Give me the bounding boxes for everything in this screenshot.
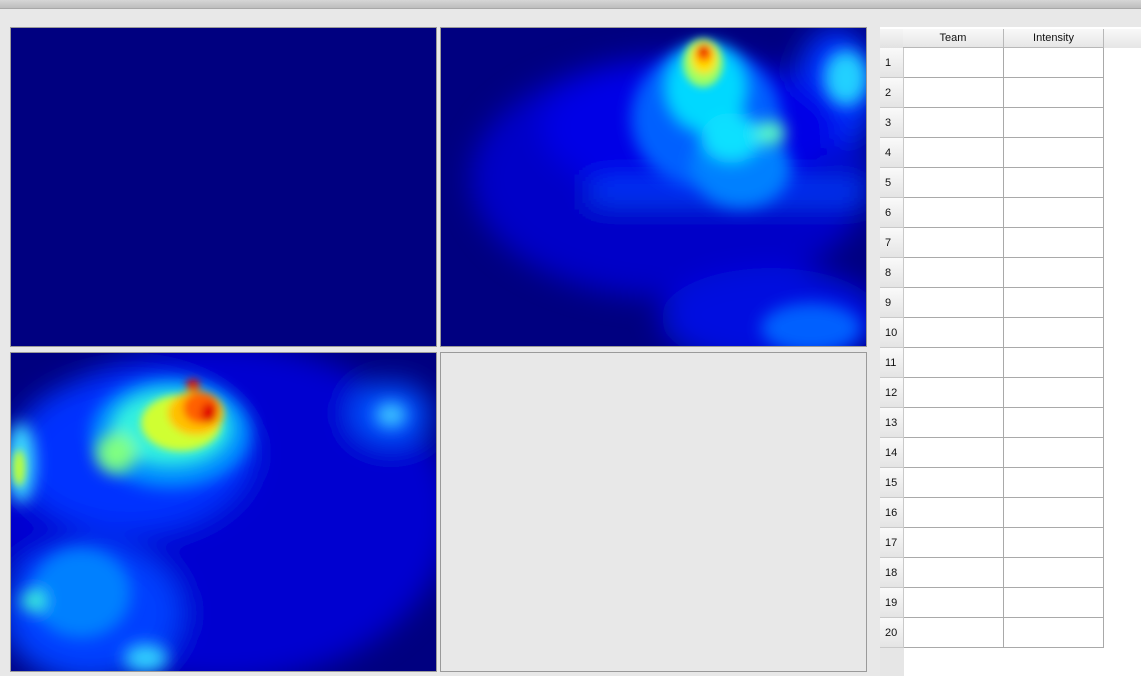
intensity-cell[interactable] bbox=[1004, 498, 1104, 528]
team-cell[interactable] bbox=[904, 228, 1004, 258]
row-number[interactable]: 1 bbox=[880, 48, 904, 78]
table-row[interactable]: 3 bbox=[880, 108, 1104, 138]
team-cell[interactable] bbox=[904, 558, 1004, 588]
team-cell[interactable] bbox=[904, 198, 1004, 228]
table-row[interactable]: 18 bbox=[880, 558, 1104, 588]
team-cell[interactable] bbox=[904, 348, 1004, 378]
heatmap-panel-bottom-right bbox=[440, 352, 867, 672]
intensity-cell[interactable] bbox=[1004, 258, 1104, 288]
row-number[interactable]: 4 bbox=[880, 138, 904, 168]
team-cell[interactable] bbox=[904, 498, 1004, 528]
row-number[interactable]: 17 bbox=[880, 528, 904, 558]
team-cell[interactable] bbox=[904, 288, 1004, 318]
table-row[interactable]: 2 bbox=[880, 78, 1104, 108]
row-number[interactable]: 8 bbox=[880, 258, 904, 288]
table-row[interactable]: 13 bbox=[880, 408, 1104, 438]
table-row[interactable]: 5 bbox=[880, 168, 1104, 198]
intensity-cell[interactable] bbox=[1004, 588, 1104, 618]
intensity-cell[interactable] bbox=[1004, 48, 1104, 78]
team-cell[interactable] bbox=[904, 408, 1004, 438]
table-row[interactable]: 17 bbox=[880, 528, 1104, 558]
team-cell[interactable] bbox=[904, 468, 1004, 498]
table-row[interactable]: 6 bbox=[880, 198, 1104, 228]
row-number[interactable]: 20 bbox=[880, 618, 904, 648]
intensity-cell[interactable] bbox=[1004, 378, 1104, 408]
team-cell[interactable] bbox=[904, 48, 1004, 78]
table-row[interactable]: 16 bbox=[880, 498, 1104, 528]
intensity-cell[interactable] bbox=[1004, 348, 1104, 378]
row-number[interactable]: 9 bbox=[880, 288, 904, 318]
window-top-bar bbox=[0, 0, 1141, 9]
intensity-cell[interactable] bbox=[1004, 558, 1104, 588]
team-cell[interactable] bbox=[904, 138, 1004, 168]
table-row[interactable]: 11 bbox=[880, 348, 1104, 378]
intensity-cell[interactable] bbox=[1004, 168, 1104, 198]
table-body: 1 2 3 4 5 6 7 8 9 10 11 12 13 14 15 16 17 18 19 20 bbox=[880, 48, 1104, 648]
table-header: Team Intensity bbox=[880, 29, 1141, 49]
column-header-team[interactable]: Team bbox=[903, 29, 1004, 48]
row-number[interactable]: 7 bbox=[880, 228, 904, 258]
team-cell[interactable] bbox=[904, 378, 1004, 408]
team-cell[interactable] bbox=[904, 438, 1004, 468]
intensity-cell[interactable] bbox=[1004, 408, 1104, 438]
table-row[interactable]: 1 bbox=[880, 48, 1104, 78]
row-number[interactable]: 12 bbox=[880, 378, 904, 408]
table-row[interactable]: 15 bbox=[880, 468, 1104, 498]
row-number[interactable]: 5 bbox=[880, 168, 904, 198]
heatmap-panel-top-right[interactable] bbox=[440, 27, 867, 347]
table-header-corner bbox=[880, 29, 903, 49]
row-number[interactable]: 15 bbox=[880, 468, 904, 498]
row-number[interactable]: 18 bbox=[880, 558, 904, 588]
table-row[interactable]: 7 bbox=[880, 228, 1104, 258]
table-row[interactable]: 12 bbox=[880, 378, 1104, 408]
row-number[interactable]: 2 bbox=[880, 78, 904, 108]
intensity-cell[interactable] bbox=[1004, 528, 1104, 558]
row-number[interactable]: 14 bbox=[880, 438, 904, 468]
intensity-cell[interactable] bbox=[1004, 108, 1104, 138]
table-row[interactable]: 20 bbox=[880, 618, 1104, 648]
table-row[interactable]: 19 bbox=[880, 588, 1104, 618]
table-row[interactable]: 8 bbox=[880, 258, 1104, 288]
team-cell[interactable] bbox=[904, 618, 1004, 648]
table-row[interactable]: 14 bbox=[880, 438, 1104, 468]
intensity-cell[interactable] bbox=[1004, 438, 1104, 468]
row-number[interactable]: 11 bbox=[880, 348, 904, 378]
table-header-filler bbox=[1104, 29, 1141, 48]
heatmap-panel-bottom-left[interactable] bbox=[10, 352, 437, 672]
table-row[interactable]: 10 bbox=[880, 318, 1104, 348]
intensity-cell[interactable] bbox=[1004, 228, 1104, 258]
team-cell[interactable] bbox=[904, 528, 1004, 558]
team-cell[interactable] bbox=[904, 318, 1004, 348]
intensity-cell[interactable] bbox=[1004, 318, 1104, 348]
row-number[interactable]: 19 bbox=[880, 588, 904, 618]
team-cell[interactable] bbox=[904, 258, 1004, 288]
intensity-cell[interactable] bbox=[1004, 618, 1104, 648]
intensity-cell[interactable] bbox=[1004, 78, 1104, 108]
row-number[interactable]: 16 bbox=[880, 498, 904, 528]
row-number[interactable]: 3 bbox=[880, 108, 904, 138]
intensity-cell[interactable] bbox=[1004, 198, 1104, 228]
intensity-cell[interactable] bbox=[1004, 288, 1104, 318]
column-header-intensity[interactable]: Intensity bbox=[1004, 29, 1104, 48]
row-number[interactable]: 10 bbox=[880, 318, 904, 348]
table-row[interactable]: 9 bbox=[880, 288, 1104, 318]
team-cell[interactable] bbox=[904, 108, 1004, 138]
team-cell[interactable] bbox=[904, 168, 1004, 198]
row-number[interactable]: 6 bbox=[880, 198, 904, 228]
team-cell[interactable] bbox=[904, 588, 1004, 618]
table-row[interactable]: 4 bbox=[880, 138, 1104, 168]
intensity-cell[interactable] bbox=[1004, 468, 1104, 498]
row-number[interactable]: 13 bbox=[880, 408, 904, 438]
team-cell[interactable] bbox=[904, 78, 1004, 108]
heatmap-panel-top-left[interactable] bbox=[10, 27, 437, 347]
intensity-cell[interactable] bbox=[1004, 138, 1104, 168]
